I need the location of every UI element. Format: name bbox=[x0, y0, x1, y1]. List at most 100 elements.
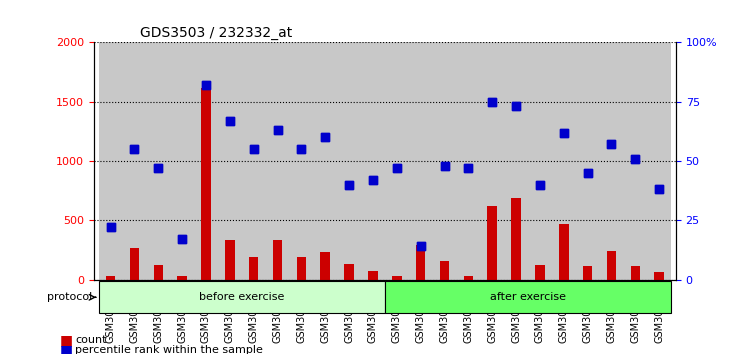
Point bbox=[653, 187, 665, 192]
Bar bbox=[321, 252, 330, 280]
Bar bbox=[654, 272, 664, 280]
Bar bbox=[559, 224, 569, 280]
Bar bbox=[433, 42, 457, 280]
FancyBboxPatch shape bbox=[385, 281, 671, 313]
Point bbox=[224, 118, 236, 124]
Bar bbox=[106, 276, 116, 280]
Bar bbox=[225, 240, 234, 280]
Point bbox=[176, 236, 189, 242]
Bar bbox=[201, 87, 211, 280]
Bar bbox=[583, 267, 593, 280]
Bar bbox=[583, 267, 593, 280]
Bar bbox=[266, 42, 289, 280]
Bar bbox=[177, 276, 187, 280]
Bar bbox=[368, 271, 378, 280]
Bar bbox=[487, 206, 497, 280]
Point bbox=[128, 146, 140, 152]
Point bbox=[391, 165, 403, 171]
Point bbox=[200, 82, 212, 88]
Bar bbox=[392, 276, 402, 280]
Point bbox=[486, 99, 498, 104]
Point bbox=[104, 224, 116, 230]
Point bbox=[439, 163, 451, 169]
Bar bbox=[122, 42, 146, 280]
Bar bbox=[607, 251, 617, 280]
Bar bbox=[249, 257, 258, 280]
Text: after exercise: after exercise bbox=[490, 292, 566, 302]
Bar bbox=[392, 276, 402, 280]
Point bbox=[439, 163, 451, 169]
Point bbox=[200, 82, 212, 88]
Point bbox=[534, 182, 546, 188]
Bar bbox=[535, 265, 544, 280]
Point bbox=[224, 118, 236, 124]
Point bbox=[343, 182, 355, 188]
Bar bbox=[607, 251, 617, 280]
Bar bbox=[599, 42, 623, 280]
Bar bbox=[153, 265, 163, 280]
Point bbox=[486, 99, 498, 104]
Bar bbox=[337, 42, 361, 280]
Point bbox=[319, 135, 331, 140]
Point bbox=[605, 142, 617, 147]
Bar bbox=[623, 42, 647, 280]
Bar bbox=[647, 42, 671, 280]
Point bbox=[510, 104, 522, 109]
Bar bbox=[654, 272, 664, 280]
Point bbox=[248, 146, 260, 152]
FancyBboxPatch shape bbox=[98, 281, 385, 313]
Text: GDS3503 / 232332_at: GDS3503 / 232332_at bbox=[140, 26, 293, 40]
Text: ■: ■ bbox=[60, 343, 73, 354]
Point bbox=[295, 146, 307, 152]
Bar bbox=[416, 245, 425, 280]
Point bbox=[415, 244, 427, 249]
Bar bbox=[273, 240, 282, 280]
Bar bbox=[273, 240, 282, 280]
Bar bbox=[345, 264, 354, 280]
Bar bbox=[440, 261, 449, 280]
Bar bbox=[177, 276, 187, 280]
Bar bbox=[576, 42, 599, 280]
Bar bbox=[385, 42, 409, 280]
Bar bbox=[416, 245, 425, 280]
Bar bbox=[504, 42, 528, 280]
Bar bbox=[487, 206, 497, 280]
Point bbox=[367, 177, 379, 183]
Point bbox=[558, 130, 570, 135]
Bar bbox=[552, 42, 576, 280]
Text: ■: ■ bbox=[60, 333, 73, 347]
Bar bbox=[457, 42, 481, 280]
Bar bbox=[98, 42, 122, 280]
Bar bbox=[170, 42, 194, 280]
Bar bbox=[463, 276, 473, 280]
Text: percentile rank within the sample: percentile rank within the sample bbox=[75, 346, 263, 354]
Point bbox=[558, 130, 570, 135]
Point bbox=[272, 127, 284, 133]
Bar bbox=[361, 42, 385, 280]
Bar bbox=[535, 265, 544, 280]
Point bbox=[463, 165, 475, 171]
Text: count: count bbox=[75, 335, 107, 345]
Point bbox=[152, 165, 164, 171]
Point bbox=[272, 127, 284, 133]
Point bbox=[581, 170, 593, 176]
Point bbox=[581, 170, 593, 176]
Point bbox=[128, 146, 140, 152]
Text: before exercise: before exercise bbox=[199, 292, 285, 302]
Bar bbox=[368, 271, 378, 280]
Point bbox=[629, 156, 641, 161]
Point bbox=[605, 142, 617, 147]
Point bbox=[534, 182, 546, 188]
Bar bbox=[297, 257, 306, 280]
Bar bbox=[313, 42, 337, 280]
Bar bbox=[106, 276, 116, 280]
Bar bbox=[528, 42, 552, 280]
Text: protocol: protocol bbox=[47, 292, 92, 302]
Bar bbox=[130, 247, 139, 280]
Bar bbox=[130, 247, 139, 280]
Bar bbox=[463, 276, 473, 280]
Point bbox=[319, 135, 331, 140]
Bar bbox=[511, 198, 521, 280]
Point bbox=[176, 236, 189, 242]
Bar bbox=[631, 267, 640, 280]
